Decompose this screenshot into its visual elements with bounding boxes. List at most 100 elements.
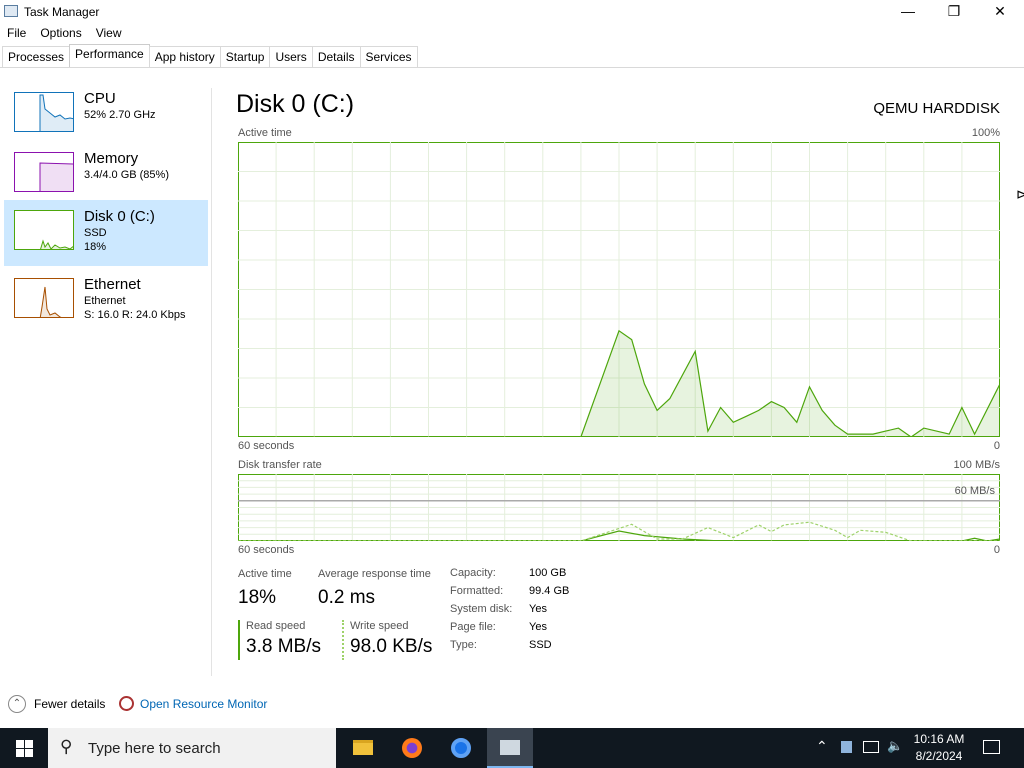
property-label: Formatted: bbox=[450, 585, 504, 597]
menu-file[interactable]: File bbox=[7, 26, 27, 40]
close-button[interactable]: ✕ bbox=[994, 3, 1006, 19]
firefox-icon[interactable] bbox=[389, 728, 435, 768]
divider bbox=[211, 88, 212, 676]
search-placeholder: Type here to search bbox=[88, 740, 221, 757]
clock[interactable]: 10:16 AM 8/2/2024 bbox=[908, 732, 970, 763]
sidebar-item-cpu[interactable]: CPU 52% 2.70 GHz bbox=[4, 82, 208, 148]
sidebar-item-name: Memory bbox=[84, 150, 139, 167]
transfer-rate-max: 100 MB/s bbox=[953, 459, 1000, 471]
tab-services[interactable]: Services bbox=[359, 46, 418, 68]
property-row: Type: SSD bbox=[450, 639, 569, 657]
page-title: Disk 0 (C:) bbox=[236, 90, 355, 118]
divider bbox=[0, 67, 1024, 68]
write-speed-value: 98.0 KB/s bbox=[350, 636, 433, 657]
sidebar-item-name: Disk 0 (C:) bbox=[84, 208, 155, 225]
property-label: Page file: bbox=[450, 621, 496, 633]
tab-users[interactable]: Users bbox=[269, 46, 313, 68]
task-manager-icon bbox=[4, 5, 18, 17]
read-speed-value: 3.8 MB/s bbox=[246, 636, 321, 657]
menu-view[interactable]: View bbox=[95, 26, 122, 40]
property-label: System disk: bbox=[450, 603, 513, 615]
chrome-icon[interactable] bbox=[438, 728, 484, 768]
active-time-graph bbox=[238, 142, 1000, 437]
notification-icon[interactable] bbox=[983, 740, 1000, 754]
thumbnail-line bbox=[39, 162, 73, 191]
active-time-line bbox=[238, 329, 1000, 437]
minimize-button[interactable]: — bbox=[901, 3, 915, 19]
search-icon: ⚲ bbox=[60, 737, 73, 756]
property-value: SSD bbox=[529, 639, 552, 651]
tab-app-history[interactable]: App history bbox=[148, 46, 221, 68]
active-time-stat-label: Active time bbox=[238, 568, 292, 580]
sidebar-item-detail: S: 16.0 R: 24.0 Kbps bbox=[84, 309, 186, 321]
active-time-max: 100% bbox=[971, 127, 1000, 139]
sidebar-item-ethernet[interactable]: Ethernet Ethernet S: 16.0 R: 24.0 Kbps bbox=[4, 268, 208, 334]
transfer-rate-label: Disk transfer rate bbox=[238, 459, 322, 471]
clock-date: 8/2/2024 bbox=[915, 749, 963, 763]
sidebar-item-memory[interactable]: Memory 3.4/4.0 GB (85%) bbox=[4, 142, 208, 208]
time-span-label: 60 seconds bbox=[238, 440, 295, 452]
sidebar-item-disk-0-c[interactable]: Disk 0 (C:) SSD 18% bbox=[4, 200, 208, 266]
sidebar-item-name: CPU bbox=[84, 90, 116, 107]
mouse-cursor-icon: ⊳ bbox=[1016, 186, 1024, 202]
property-value: Yes bbox=[529, 603, 547, 615]
sidebar-item-detail: 52% 2.70 GHz bbox=[84, 109, 156, 121]
volume-muted-icon[interactable]: 🔈 bbox=[887, 738, 904, 753]
open-resource-monitor-link[interactable]: Open Resource Monitor bbox=[140, 697, 268, 711]
chevron-up-icon[interactable]: ⌃ bbox=[816, 738, 828, 754]
tab-bar: Processes Performance App history Startu… bbox=[2, 44, 418, 68]
network-icon[interactable] bbox=[863, 741, 879, 753]
transfer-rate-mid: 60 MB/s bbox=[954, 485, 995, 497]
active-time-label: Active time bbox=[238, 127, 292, 139]
property-row: System disk: Yes bbox=[450, 603, 569, 621]
task-manager-taskbar-icon[interactable] bbox=[487, 728, 533, 768]
active-time-area bbox=[238, 330, 1000, 437]
file-explorer-icon[interactable] bbox=[340, 728, 386, 768]
thumbnail-graph bbox=[14, 92, 74, 132]
write-speed-label: Write speed bbox=[350, 620, 409, 632]
transfer-rate-graph bbox=[238, 474, 1000, 541]
sidebar-item-name: Ethernet bbox=[84, 276, 141, 293]
window-title: Task Manager bbox=[24, 5, 100, 19]
tab-processes[interactable]: Processes bbox=[2, 46, 71, 68]
time-zero-label: 0 bbox=[993, 440, 1000, 452]
tab-performance[interactable]: Performance bbox=[69, 44, 150, 67]
thumbnail-graph bbox=[14, 278, 74, 318]
chevron-up-icon[interactable]: ⌃ bbox=[8, 695, 26, 713]
title-bar: Task Manager — ❐ ✕ bbox=[0, 0, 1024, 24]
thumbnail-graph bbox=[14, 152, 74, 192]
tab-details[interactable]: Details bbox=[311, 46, 361, 68]
property-row: Capacity: 100 GB bbox=[450, 567, 569, 585]
disk-properties: Capacity: 100 GB Formatted: 99.4 GB System d… bbox=[450, 567, 569, 657]
write-speed: Write speed 98.0 KB/s bbox=[342, 620, 432, 660]
menu-bar: File Options View bbox=[0, 24, 129, 44]
read-speed: Read speed 3.8 MB/s bbox=[238, 620, 321, 660]
property-label: Type: bbox=[450, 639, 477, 651]
fewer-details-button[interactable]: Fewer details bbox=[34, 697, 106, 711]
menu-options[interactable]: Options bbox=[40, 26, 82, 40]
avg-response-label: Average response time bbox=[318, 568, 431, 580]
thumbnail-line bbox=[39, 94, 73, 131]
avg-response-value: 0.2 ms bbox=[318, 587, 376, 608]
thumbnail-graph bbox=[14, 210, 74, 250]
sidebar-item-detail: Ethernet bbox=[84, 295, 126, 307]
property-row: Page file: Yes bbox=[450, 621, 569, 639]
start-windows-icon[interactable] bbox=[16, 740, 33, 757]
time-span-label: 60 seconds bbox=[238, 544, 295, 556]
read-speed-line bbox=[238, 530, 1000, 541]
disk-model: QEMU HARDDISK bbox=[873, 100, 1000, 117]
thumbnail-line bbox=[40, 239, 73, 249]
property-value: 99.4 GB bbox=[529, 585, 570, 597]
active-time-stat: 18% bbox=[238, 587, 277, 608]
thumbnail-line bbox=[39, 286, 62, 317]
sidebar-item-detail: 18% bbox=[84, 241, 107, 253]
tray-app-icon[interactable] bbox=[841, 741, 852, 753]
search-box[interactable]: ⚲ Type here to search bbox=[48, 728, 336, 768]
tab-startup[interactable]: Startup bbox=[219, 46, 271, 68]
resource-monitor-icon bbox=[119, 696, 134, 711]
property-value: 100 GB bbox=[529, 567, 567, 579]
property-row: Formatted: 99.4 GB bbox=[450, 585, 569, 603]
restore-button[interactable]: ❐ bbox=[947, 3, 961, 19]
sidebar-item-detail: SSD bbox=[84, 227, 107, 239]
sidebar-item-detail: 3.4/4.0 GB (85%) bbox=[84, 169, 169, 181]
